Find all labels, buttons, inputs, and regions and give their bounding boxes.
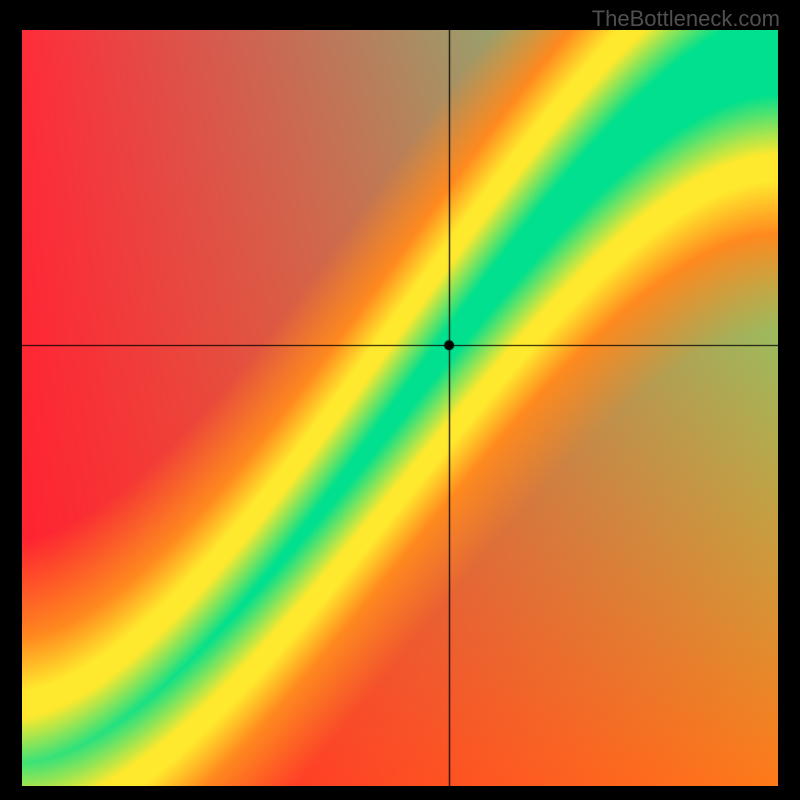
crosshair-overlay: [22, 30, 778, 786]
watermark-text: TheBottleneck.com: [592, 6, 780, 32]
bottleneck-heatmap-container: { "watermark": "TheBottleneck.com", "cha…: [0, 0, 800, 800]
